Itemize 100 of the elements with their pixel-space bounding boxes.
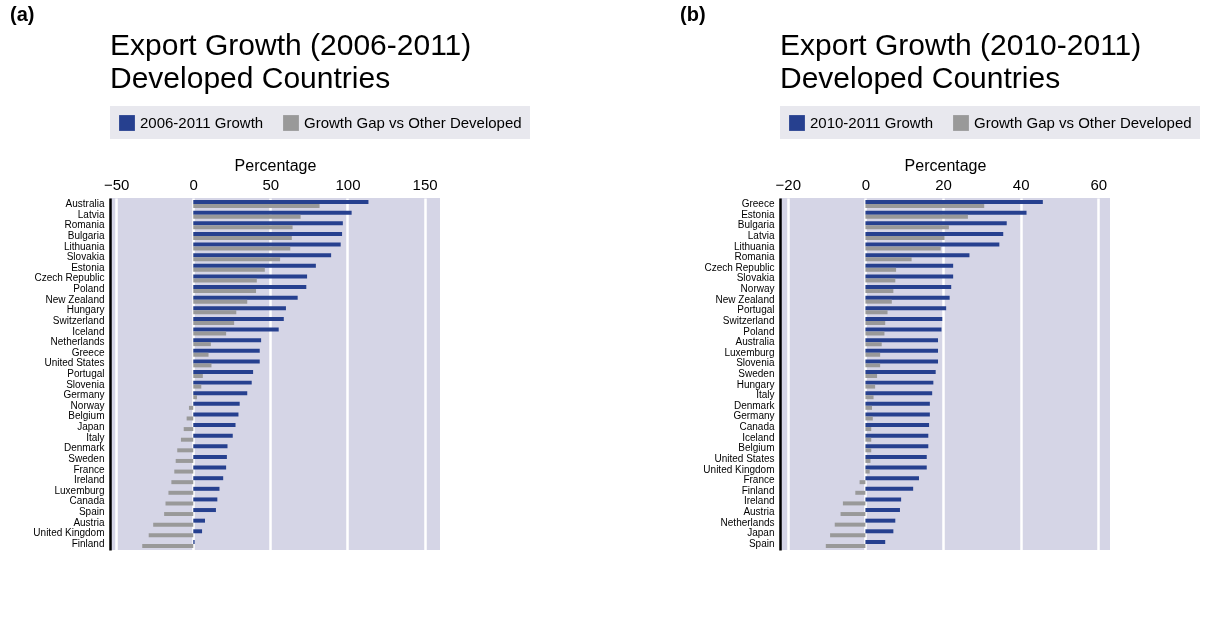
y-tick-label: Italy xyxy=(86,431,105,443)
y-tick-label: Portugal xyxy=(737,304,775,316)
bar xyxy=(165,501,194,506)
bar xyxy=(865,465,927,470)
bar xyxy=(168,490,194,495)
bar xyxy=(193,395,197,400)
bar xyxy=(865,395,874,400)
bar xyxy=(855,490,866,495)
bar xyxy=(865,444,929,449)
y-tick-label: Belgium xyxy=(68,410,105,422)
x-axis-title: Percentage xyxy=(234,156,317,174)
bar xyxy=(193,204,320,209)
y-tick-label: New Zealand xyxy=(715,293,775,305)
bar xyxy=(865,370,936,374)
bar xyxy=(153,522,194,527)
bar xyxy=(865,235,945,240)
y-tick-label: Poland xyxy=(743,325,775,337)
bar xyxy=(865,225,949,230)
bar xyxy=(865,278,896,283)
bar xyxy=(193,295,298,300)
bar xyxy=(865,401,930,406)
bar xyxy=(193,210,352,215)
bar xyxy=(193,274,308,279)
bar xyxy=(193,348,260,353)
bar xyxy=(193,267,265,272)
bar xyxy=(193,433,233,438)
y-tick-label: France xyxy=(73,463,105,475)
bar xyxy=(193,214,301,219)
bar xyxy=(193,285,307,290)
y-tick-label: Netherlands xyxy=(50,336,105,348)
bar xyxy=(865,458,871,463)
bar xyxy=(865,289,894,294)
y-tick-label: Austria xyxy=(73,516,105,528)
bar xyxy=(193,465,227,470)
bar xyxy=(193,384,202,389)
text: (a) xyxy=(10,3,35,25)
y-tick-label: Iceland xyxy=(72,325,105,337)
y-tick-label: Ireland xyxy=(743,495,775,507)
y-tick-label: Norway xyxy=(70,399,105,411)
bar xyxy=(865,437,872,442)
bar xyxy=(865,231,1004,236)
bar xyxy=(183,427,194,432)
y-tick-label: Romania xyxy=(734,251,775,263)
y-tick-label: Czech Republic xyxy=(704,261,775,273)
bar xyxy=(865,380,934,385)
bar xyxy=(865,306,947,311)
y-tick-label: Luxemburg xyxy=(724,346,775,358)
y-tick-label: France xyxy=(743,474,775,486)
y-tick-label: Switzerland xyxy=(52,314,105,326)
bar xyxy=(865,359,939,364)
y-tick-label: United States xyxy=(714,452,775,464)
bar xyxy=(865,331,885,336)
x-tick-label: 0 xyxy=(861,175,871,193)
y-tick-label: Luxemburg xyxy=(54,484,105,496)
bar xyxy=(188,405,194,410)
bar xyxy=(865,342,882,347)
bar xyxy=(193,486,220,491)
bar xyxy=(193,246,291,251)
x-tick-label: −50 xyxy=(103,175,130,193)
bar xyxy=(865,497,902,502)
bar xyxy=(193,231,343,236)
bar xyxy=(193,476,224,481)
bar xyxy=(865,214,968,219)
bar xyxy=(865,529,894,534)
bar xyxy=(193,412,239,417)
x-tick-label: 40 xyxy=(1012,175,1030,193)
bar xyxy=(834,522,866,527)
y-tick-label: Ireland xyxy=(73,474,105,486)
y-tick-label: Slovenia xyxy=(66,378,105,390)
y-tick-label: Iceland xyxy=(742,431,775,443)
bar xyxy=(840,512,866,517)
bar xyxy=(193,380,252,385)
y-tick-label: United Kingdom xyxy=(33,527,105,539)
bar xyxy=(193,363,212,368)
y-tick-label: Lithuania xyxy=(63,240,105,252)
bar xyxy=(193,225,293,230)
legend-label: 2010-2011 Growth xyxy=(810,114,934,131)
bar xyxy=(865,433,929,438)
bar xyxy=(193,221,343,226)
y-tick-label: United States xyxy=(44,357,105,369)
bar xyxy=(865,267,897,272)
y-tick-label: Bulgaria xyxy=(737,219,775,231)
bar xyxy=(865,427,872,432)
bar xyxy=(865,486,914,491)
y-tick-label: New Zealand xyxy=(45,293,105,305)
y-tick-label: Italy xyxy=(756,389,775,401)
bar xyxy=(193,423,236,428)
y-tick-label: Austria xyxy=(743,506,775,518)
bar xyxy=(193,338,262,343)
bar xyxy=(193,529,203,534)
y-tick-label: Denmark xyxy=(63,442,106,454)
bar xyxy=(865,310,888,315)
bar xyxy=(164,512,194,517)
x-tick-label: −20 xyxy=(775,175,801,193)
x-tick-label: 20 xyxy=(935,175,952,193)
bar xyxy=(142,543,194,548)
bar xyxy=(193,278,257,283)
bar xyxy=(865,200,1043,205)
bar xyxy=(865,242,1000,247)
text: (b) xyxy=(680,3,706,25)
